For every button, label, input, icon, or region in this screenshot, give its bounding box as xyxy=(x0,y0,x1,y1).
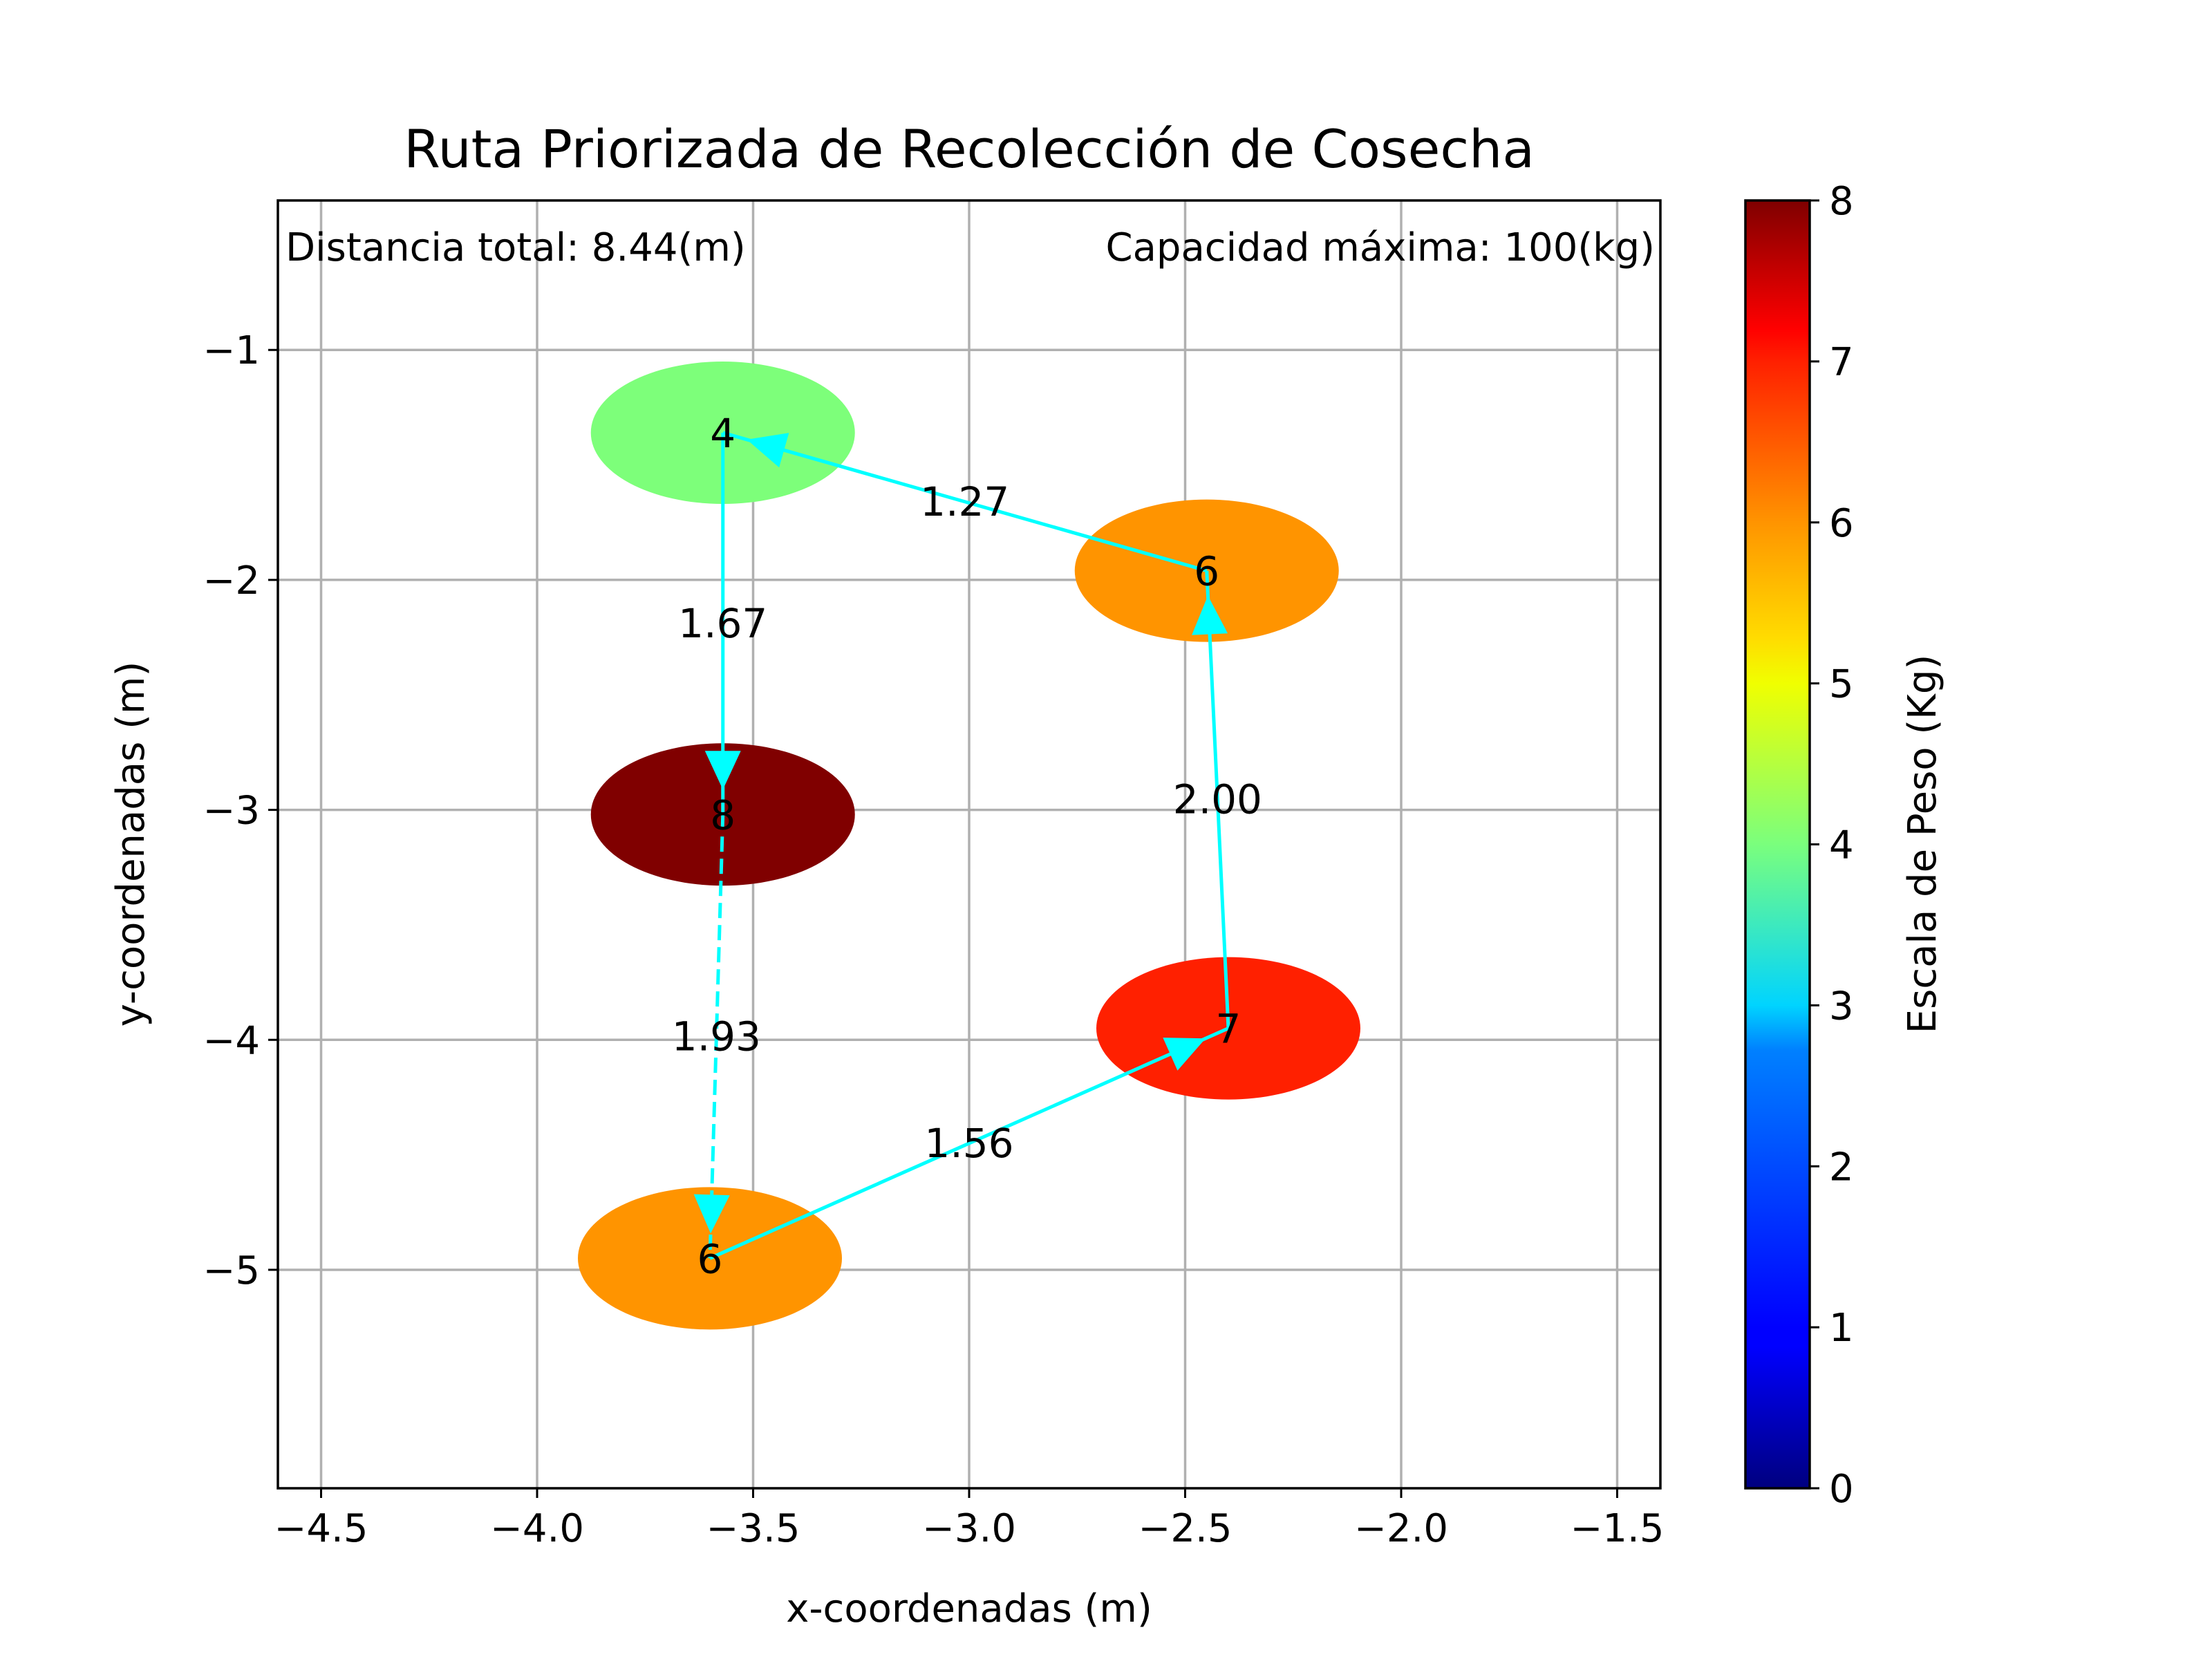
node-weight-label: 8 xyxy=(710,791,735,838)
edge-labels: 1.27 1.67 1.93 1.56 2.00 xyxy=(672,478,1262,1167)
x-tick-label: −2.5 xyxy=(1138,1506,1232,1551)
x-axis-label: x-coordenadas (m) xyxy=(786,1586,1152,1631)
node-weight-label: 6 xyxy=(697,1235,723,1282)
edge-distance-label: 1.67 xyxy=(678,600,767,647)
colorbar-ticks: 0 1 2 3 4 5 6 7 8 xyxy=(1810,179,1854,1512)
colorbar-tick-label: 0 xyxy=(1829,1467,1854,1512)
y-tick-label: −2 xyxy=(203,559,260,603)
edge-distance-label: 1.56 xyxy=(924,1120,1013,1167)
node-weight-label: 6 xyxy=(1194,548,1219,595)
colorbar-tick-label: 8 xyxy=(1829,179,1854,224)
edge-distance-label: 1.27 xyxy=(920,478,1009,525)
chart-title: Ruta Priorizada de Recolección de Cosech… xyxy=(404,118,1535,180)
colorbar-tick-label: 4 xyxy=(1829,823,1854,868)
colorbar-tick-label: 2 xyxy=(1829,1145,1854,1190)
y-tick-label: −5 xyxy=(203,1248,260,1293)
edge-distance-label: 1.93 xyxy=(672,1013,761,1060)
y-tick-label: −1 xyxy=(203,328,260,373)
colorbar-label: Escala de Peso (Kg) xyxy=(1900,655,1945,1034)
route-arrowhead-A-C xyxy=(704,751,741,790)
route-edge-C-E xyxy=(708,814,725,1259)
route-arrowhead-B-A xyxy=(747,433,789,468)
y-axis-label: y-coordenadas (m) xyxy=(109,662,153,1027)
x-tick-label: −1.5 xyxy=(1571,1506,1665,1551)
x-tick-label: −4.5 xyxy=(274,1506,368,1551)
x-tick-label: −3.0 xyxy=(922,1506,1016,1551)
x-tick-label: −3.5 xyxy=(706,1506,800,1551)
route-edges xyxy=(693,431,1230,1260)
route-arrowhead-C-E xyxy=(693,1194,730,1234)
colorbar-tick-label: 6 xyxy=(1829,501,1854,546)
x-tick-label: −4.0 xyxy=(490,1506,584,1551)
max-capacity-annotation: Capacidad máxima: 100(kg) xyxy=(1106,225,1656,270)
colorbar-tick-label: 3 xyxy=(1829,984,1854,1029)
colorbar xyxy=(1744,199,1811,1490)
colorbar-tick-label: 5 xyxy=(1829,662,1854,707)
y-axis-ticks: −1 −2 −3 −4 −5 xyxy=(203,328,278,1293)
y-tick-label: −4 xyxy=(203,1018,260,1063)
node-weight-label: 4 xyxy=(710,410,735,457)
edge-distance-label: 2.00 xyxy=(1173,776,1262,823)
route-arrowhead-D-B xyxy=(1192,595,1228,635)
colorbar-tick-label: 7 xyxy=(1829,340,1854,385)
route-arrowhead-E-D xyxy=(1163,1038,1206,1071)
colorbar-tick-label: 1 xyxy=(1829,1306,1854,1351)
route-edge-D-B xyxy=(1205,570,1230,1029)
node-weight-label: 7 xyxy=(1216,1006,1241,1053)
route-edge-E-D xyxy=(709,1027,1230,1260)
y-tick-label: −3 xyxy=(203,789,260,834)
x-tick-label: −2.0 xyxy=(1354,1506,1448,1551)
node-labels: 4 6 8 7 6 xyxy=(697,410,1241,1282)
route-edge-B-A xyxy=(722,431,1208,573)
x-axis-ticks: −4.5 −4.0 −3.5 −3.0 −2.5 −2.0 −1.5 xyxy=(274,1488,1665,1551)
total-distance-annotation: Distancia total: 8.44(m) xyxy=(285,225,746,270)
